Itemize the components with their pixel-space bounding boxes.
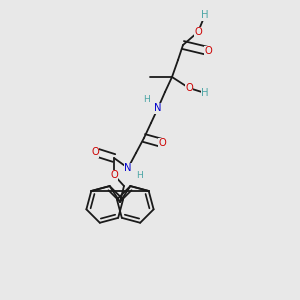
Text: N: N (124, 163, 132, 173)
Text: O: O (110, 170, 118, 180)
Text: N: N (154, 103, 162, 113)
Text: O: O (204, 46, 212, 56)
Text: H: H (201, 88, 209, 98)
Text: O: O (185, 83, 193, 93)
Text: O: O (91, 147, 99, 157)
Text: H: H (144, 95, 150, 104)
Text: O: O (194, 27, 202, 37)
Text: H: H (136, 172, 143, 181)
Text: O: O (158, 138, 166, 148)
Text: H: H (201, 10, 209, 20)
